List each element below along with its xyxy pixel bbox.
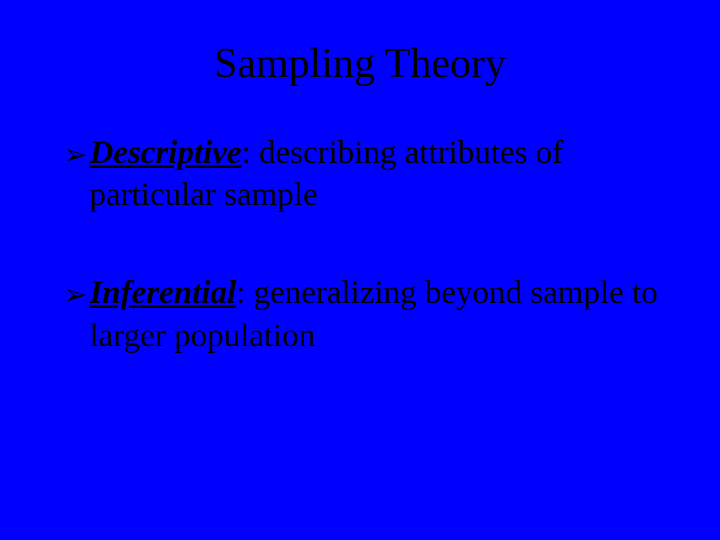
bullet-term: Inferential: [89, 275, 236, 311]
bullet-item: ➢ Inferential: generalizing beyond sampl…: [60, 272, 660, 356]
bullet-text: Descriptive: describing attributes of pa…: [89, 132, 660, 216]
slide-container: Sampling Theory ➢ Descriptive: describin…: [0, 0, 720, 540]
bullet-term: Descriptive: [89, 135, 241, 171]
bullet-text: Inferential: generalizing beyond sample …: [89, 272, 660, 356]
chevron-right-icon: ➢: [64, 277, 87, 313]
bullet-item: ➢ Descriptive: describing attributes of …: [60, 132, 660, 216]
chevron-right-icon: ➢: [64, 137, 87, 173]
slide-title: Sampling Theory: [60, 40, 660, 88]
